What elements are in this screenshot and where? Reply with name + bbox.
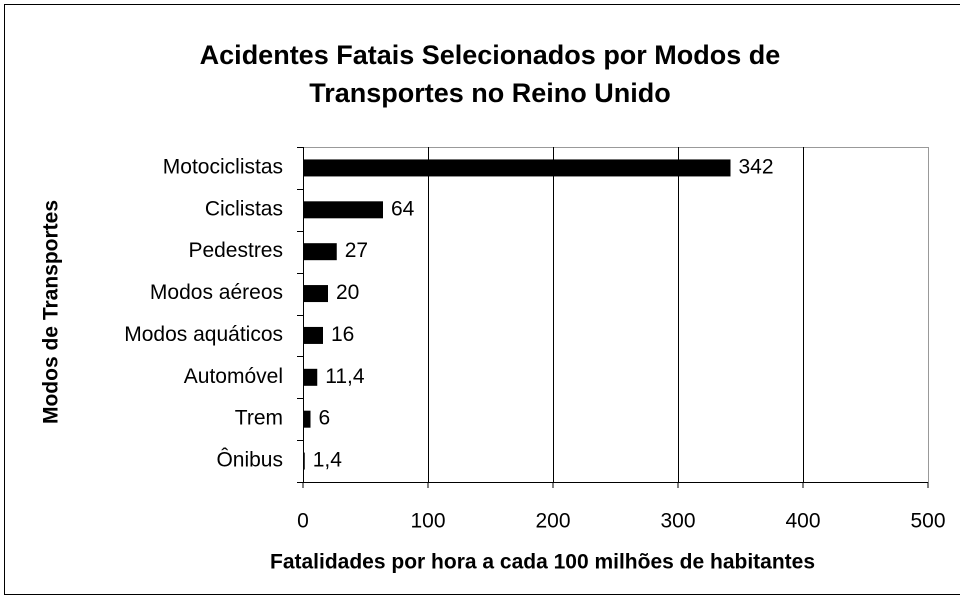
y-axis-label: Modos de Transportes [40,200,63,424]
data-label: 11,4 [325,365,365,388]
data-label: 27 [345,239,368,262]
y-tick-label: Ônibus [216,449,283,472]
y-tick-label: Automóvel [184,365,283,388]
chart-border [4,4,960,595]
y-tick-label: Modos aéreos [150,281,283,304]
y-tick-label: Ciclistas [205,197,283,220]
data-label: 342 [739,155,774,178]
bar [303,452,305,470]
chart-title: Acidentes Fatais Selecionados por Modos … [199,40,781,108]
data-label: 16 [331,323,354,346]
data-label: 64 [391,197,415,220]
bar [303,243,337,261]
x-axis-label: Fatalidades por hora a cada 100 milhões … [270,551,815,574]
bar [303,159,731,177]
x-tick-label: 0 [297,510,309,533]
y-tick-label: Modos aquáticos [124,323,283,346]
data-label: 1,4 [313,449,343,472]
y-tick-label: Motociclistas [163,155,283,178]
bar [303,410,311,428]
bar [303,368,318,386]
data-label: 6 [319,407,331,430]
x-tick-label: 400 [785,510,820,533]
y-tick-label: Trem [235,407,283,430]
bar [303,285,328,303]
y-tick-label: Pedestres [188,239,283,262]
bar [303,201,383,219]
x-tick-label: 500 [910,510,945,533]
x-tick-label: 200 [535,510,570,533]
bar [303,326,323,344]
data-label: 20 [336,281,359,304]
x-tick-label: 300 [660,510,695,533]
x-tick-label: 100 [410,510,445,533]
